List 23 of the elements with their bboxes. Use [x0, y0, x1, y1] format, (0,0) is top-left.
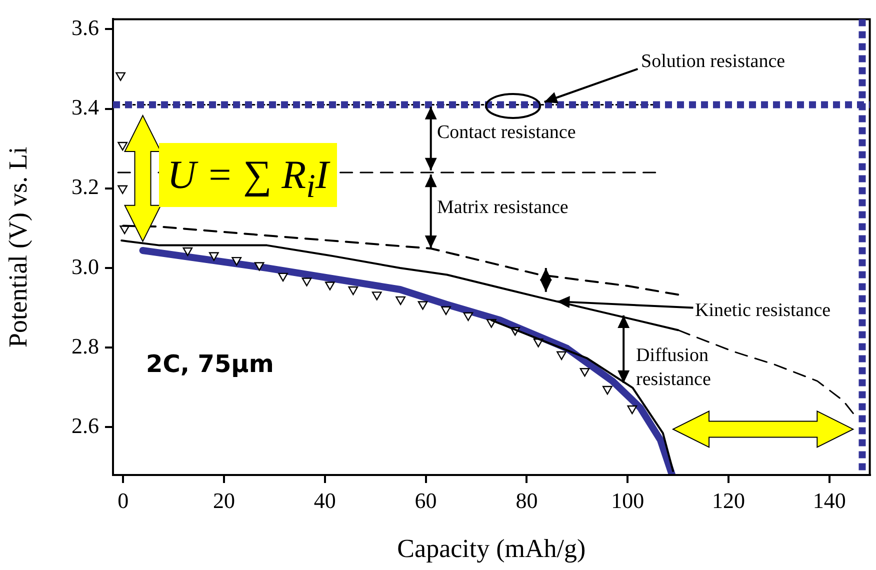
x-tick-label: 140 [812, 488, 846, 513]
x-tick-label: 100 [611, 488, 644, 513]
y-tick-label: 3.0 [72, 254, 99, 279]
x-tick-label: 0 [118, 488, 129, 513]
annotation: Solution resistance [641, 50, 786, 74]
annotation: 2C, 75μm [146, 350, 274, 378]
annotation: Kinetic resistance [695, 299, 831, 323]
y-tick-label: 3.6 [72, 14, 99, 40]
y-tick-label: 3.2 [72, 174, 99, 200]
annotation: U = ∑ R$_{i}$I [159, 143, 337, 207]
annotation: Matrix resistance [437, 196, 568, 220]
x-tick-label: 120 [712, 488, 746, 513]
y-tick-label: 2.6 [72, 413, 99, 438]
x-tick-label: 40 [314, 488, 336, 513]
annotation: Contact resistance [437, 121, 576, 145]
x-axis-title: Capacity (mAh/g) [397, 534, 586, 564]
y-axis-title: Potential (V) vs. Li [3, 146, 32, 348]
y-tick-label: 2.8 [72, 333, 99, 358]
x-tick-label: 80 [516, 488, 538, 513]
annotation: Diffusion resistance [636, 344, 712, 392]
x-tick-label: 20 [212, 488, 235, 513]
x-tick-label: 60 [414, 488, 437, 513]
y-tick-label: 3.4 [72, 94, 99, 120]
